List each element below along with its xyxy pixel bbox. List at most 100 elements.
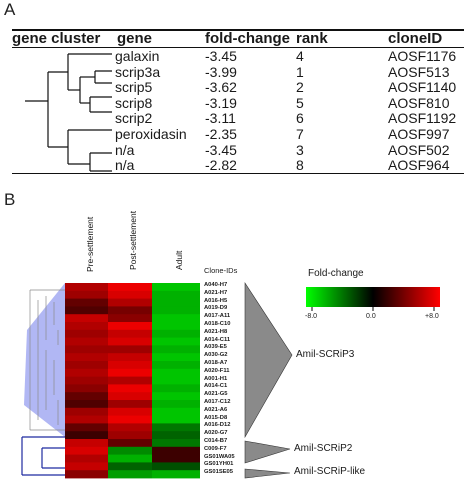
header-gene-cluster: gene cluster [12, 30, 101, 47]
heatmap-dendrogram [29, 289, 65, 431]
rank-value: 2 [296, 79, 304, 96]
heatmap-cell [108, 400, 152, 409]
heatmap-cell [152, 470, 200, 479]
heatmap-cell [65, 415, 108, 424]
panel-b-letter: B [4, 190, 16, 209]
heatmap-cell [65, 392, 108, 401]
heatmap-cell [65, 431, 108, 440]
clone-id-label: C009-F7 [204, 445, 227, 452]
gene-name: scrip2 [115, 110, 153, 127]
clone-id-label: GS01YH01 [204, 461, 234, 468]
clone-id-label: A014-C1 [204, 383, 228, 390]
clone-id-value: AOSF1176 [388, 48, 457, 64]
fold-change-value: -3.99 [205, 63, 237, 80]
heatmap-cell [108, 415, 152, 424]
heatmap-cell [152, 361, 200, 370]
heatmap-cell [152, 283, 200, 292]
heatmap-cell [108, 392, 152, 401]
heatmap-cell [108, 314, 152, 323]
clone-id-label: A016-D12 [204, 422, 231, 429]
heatmap-cell [65, 314, 108, 323]
heatmap-cell [108, 290, 152, 299]
cluster-triangle-scrip-like [244, 468, 291, 479]
heatmap-cell [108, 446, 152, 455]
heatmap-cell [65, 384, 108, 393]
clone-id-label: A021-H7 [204, 289, 228, 296]
clone-id-label: A001-H1 [204, 375, 228, 382]
header-rank: rank [296, 30, 328, 47]
heatmap-cell [108, 368, 152, 377]
heatmap-cell [65, 361, 108, 370]
gene-name: scrip8 [115, 94, 153, 111]
heatmap-cell [152, 314, 200, 323]
table-top-rule [12, 29, 464, 31]
heatmap-cell [65, 400, 108, 409]
heatmap-cell [65, 298, 108, 307]
heatmap-cell [152, 368, 200, 377]
heatmap-cell [152, 439, 200, 448]
cluster-triangle-scrip3 [244, 281, 293, 439]
heatmap-cell [65, 290, 108, 299]
heatmap-cell [108, 431, 152, 440]
header-fold-change: fold-change [205, 30, 290, 47]
clone-id-label: A039-E5 [204, 344, 227, 351]
heatmap-cell [65, 337, 108, 346]
heatmap-cell [65, 407, 108, 416]
rank-value: 7 [296, 126, 304, 142]
heatmap-cell [152, 329, 200, 338]
clone-id-label: A018-C10 [204, 321, 231, 327]
heatmap-cell [152, 353, 200, 362]
heatmap-cell [108, 423, 152, 432]
clone-id-label: A020-G7 [204, 430, 228, 437]
clone-id-label: A040-H7 [204, 282, 228, 288]
table-bottom-rule [12, 173, 464, 174]
clone-id-label: A021-G5 [204, 391, 228, 398]
rank-value: 1 [296, 63, 304, 80]
rank-value: 4 [296, 48, 304, 64]
heatmap-cell [152, 290, 200, 299]
fold-change-legend-bar [306, 287, 440, 307]
heatmap-cell [108, 407, 152, 416]
heatmap-cell [65, 454, 108, 463]
heatmap-cell [108, 384, 152, 393]
gene-name: scrip3a [115, 63, 161, 80]
heatmap-cell [65, 322, 108, 331]
clone-id-label: A018-A7 [204, 360, 228, 366]
fold-change-value: -3.45 [205, 141, 237, 158]
heatmap-cell [108, 283, 152, 292]
heatmap-cell [152, 337, 200, 346]
clone-id-value: AOSF1192 [388, 110, 457, 127]
clone-id-label: GS01SE05 [204, 469, 234, 476]
heatmap-cell [108, 439, 152, 448]
legend-max-label: +8.0 [425, 313, 439, 320]
lower-dendrogram [21, 436, 65, 476]
heatmap-cell [108, 361, 152, 370]
heatmap-cell [65, 283, 108, 292]
clone-id-label: C014-B7 [204, 438, 228, 444]
heatmap-cell [108, 470, 152, 479]
rank-value: 5 [296, 94, 304, 111]
heatmap-cell [152, 298, 200, 307]
heatmap-cell [108, 322, 152, 331]
heatmap-cell [65, 446, 108, 455]
clone-id-label: A020-F11 [204, 367, 230, 374]
heatmap-cell [152, 446, 200, 455]
clone-id-label: A030-G2 [204, 352, 228, 359]
clone-id-label: GS01WA05 [204, 453, 235, 460]
heatmap-cell [152, 384, 200, 393]
clone-id-value: AOSF997 [388, 126, 450, 142]
heatmap-cell [65, 423, 108, 432]
heatmap-cell [108, 345, 152, 354]
rank-value: 8 [296, 157, 304, 174]
cluster-label-scrip-like: Amil-SCRiP-like [294, 466, 366, 477]
legend-title: Fold-change [308, 268, 364, 279]
heatmap-cell [65, 376, 108, 385]
heatmap-cell [65, 306, 108, 315]
cluster-label-scrip2: Amil-SCRiP2 [294, 443, 353, 454]
clone-id-label: A021-A6 [204, 406, 228, 413]
heatmap-cell [152, 392, 200, 401]
gene-name: n/a [115, 157, 135, 174]
heatmap-cell [152, 454, 200, 463]
cluster-triangle-scrip2 [244, 440, 291, 464]
